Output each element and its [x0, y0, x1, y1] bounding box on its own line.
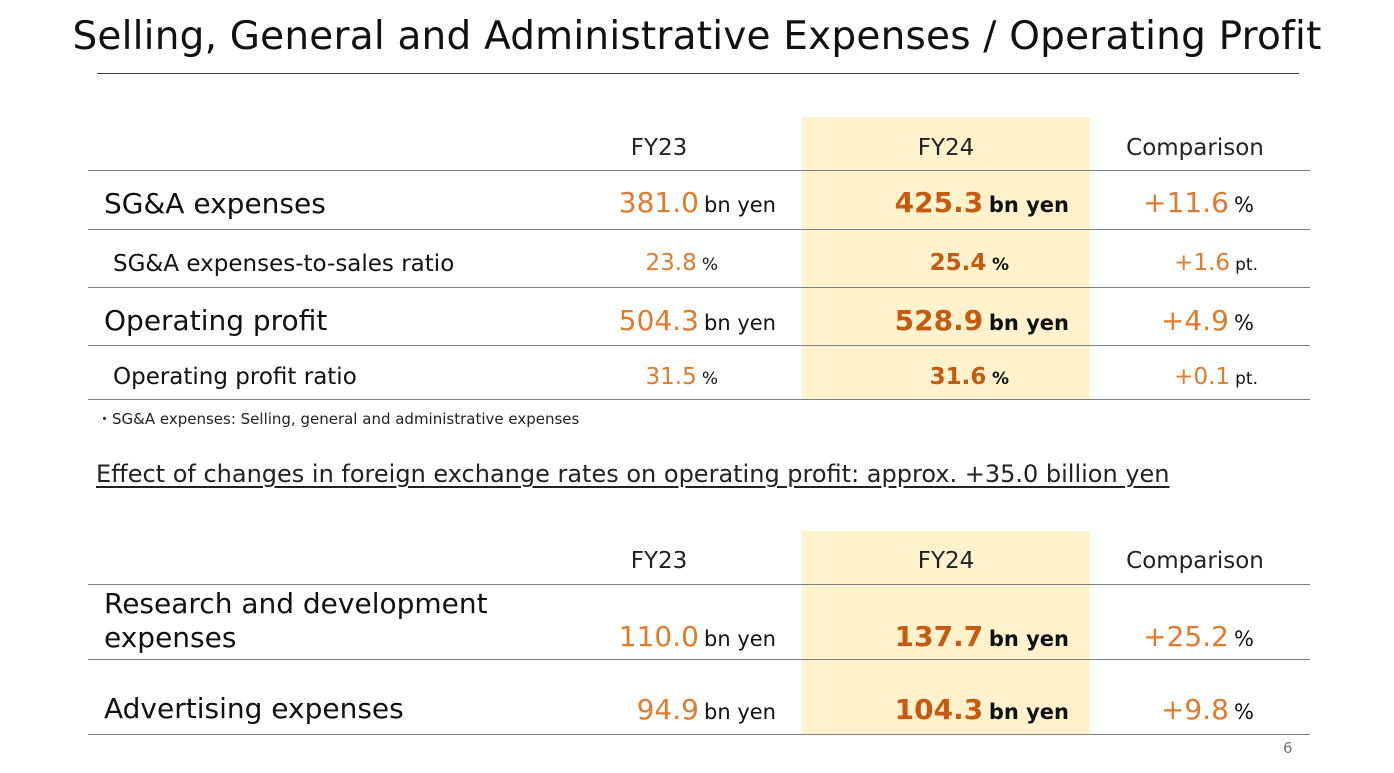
row-divider	[88, 287, 1310, 288]
comparison-unit: %	[1234, 700, 1254, 724]
row-label-line: Research and development	[104, 587, 488, 620]
comparison-cell: +11.6 %	[1143, 186, 1254, 219]
comparison-cell: +25.2 %	[1143, 620, 1254, 653]
fy23-unit: bn yen	[704, 193, 776, 217]
fy24-cell: 31.6 %	[930, 364, 1009, 390]
fy24-cell: 425.3 bn yen	[895, 186, 1069, 219]
fy24-cell: 25.4 %	[930, 250, 1009, 276]
fy24-value: 31.6	[929, 364, 987, 390]
comparison-cell: +4.9 %	[1161, 304, 1254, 337]
fy24-unit: bn yen	[988, 311, 1069, 335]
page-number: 6	[1283, 739, 1293, 757]
fy23-value: 31.5	[645, 364, 697, 390]
fy24-unit: %	[991, 255, 1009, 275]
fy24-column-highlight	[802, 531, 1090, 734]
fy23-unit: bn yen	[704, 311, 776, 335]
comparison-unit: %	[1234, 311, 1254, 335]
row-label: Operating profit ratio	[113, 364, 357, 390]
comparison-cell: +0.1 pt.	[1174, 364, 1258, 390]
fy23-value: 504.3	[618, 304, 699, 337]
fy24-value: 104.3	[894, 693, 984, 726]
fy23-cell: 381.0 bn yen	[619, 186, 776, 219]
fy23-cell: 504.3 bn yen	[619, 304, 776, 337]
fy24-value: 425.3	[894, 186, 984, 219]
row-divider	[88, 229, 1310, 230]
fy23-value: 381.0	[618, 186, 699, 219]
row-label: SG&A expenses	[104, 187, 326, 220]
fy23-cell: 110.0 bn yen	[619, 620, 776, 653]
fy23-unit: bn yen	[704, 700, 776, 724]
comparison-value: +0.1	[1174, 364, 1231, 390]
fy23-cell: 31.5 %	[646, 364, 718, 390]
row-label: Advertising expenses	[104, 692, 404, 725]
fy23-value: 94.9	[636, 693, 699, 726]
header-fy24: FY24	[917, 135, 975, 161]
header-comparison: Comparison	[1126, 135, 1264, 161]
row-divider	[88, 399, 1310, 400]
row-label: Research and development expenses	[104, 587, 488, 655]
comparison-unit: pt.	[1235, 255, 1258, 275]
row-divider	[88, 345, 1310, 346]
fy24-value: 25.4	[929, 250, 987, 276]
comparison-value: +25.2	[1143, 620, 1229, 653]
comparison-value: +1.6	[1174, 250, 1231, 276]
comparison-value: +4.9	[1160, 304, 1229, 337]
fy24-column-highlight	[802, 117, 1090, 399]
fy24-cell: 137.7 bn yen	[895, 620, 1069, 653]
comparison-value: +9.8	[1160, 693, 1229, 726]
comparison-cell: +9.8 %	[1161, 693, 1254, 726]
fy23-unit: %	[701, 255, 718, 275]
row-divider	[88, 734, 1310, 735]
header-comparison: Comparison	[1126, 548, 1264, 574]
comparison-unit: %	[1234, 627, 1254, 651]
fy24-cell: 104.3 bn yen	[895, 693, 1069, 726]
fx-effect-note: Effect of changes in foreign exchange ra…	[96, 460, 1170, 488]
row-divider	[88, 170, 1310, 171]
fy23-unit: bn yen	[704, 627, 776, 651]
fy23-cell: 23.8 %	[646, 250, 718, 276]
comparison-unit: pt.	[1235, 369, 1258, 389]
fy24-unit: bn yen	[988, 193, 1069, 217]
row-label: Operating profit	[104, 304, 328, 337]
fy24-value: 137.7	[894, 620, 984, 653]
row-divider	[88, 584, 1310, 585]
row-divider	[88, 659, 1310, 660]
header-fy23: FY23	[630, 548, 688, 574]
comparison-value: +11.6	[1143, 186, 1229, 219]
fy23-unit: %	[701, 369, 718, 389]
header-fy23: FY23	[630, 135, 688, 161]
row-label: SG&A expenses-to-sales ratio	[113, 251, 455, 277]
fy24-cell: 528.9 bn yen	[895, 304, 1069, 337]
fy23-cell: 94.9 bn yen	[637, 693, 776, 726]
title-divider	[97, 73, 1299, 74]
comparison-unit: %	[1234, 193, 1254, 217]
page-title: Selling, General and Administrative Expe…	[72, 14, 1322, 59]
fy24-unit: %	[991, 369, 1009, 389]
fy24-unit: bn yen	[988, 627, 1069, 651]
fy24-unit: bn yen	[988, 700, 1069, 724]
fy23-value: 110.0	[618, 620, 699, 653]
comparison-cell: +1.6 pt.	[1174, 250, 1258, 276]
footnote: ・SG&A expenses: Selling, general and adm…	[97, 410, 580, 428]
fy24-value: 528.9	[894, 304, 984, 337]
row-label-line: expenses	[104, 621, 237, 654]
fy23-value: 23.8	[645, 250, 697, 276]
header-fy24: FY24	[917, 548, 975, 574]
